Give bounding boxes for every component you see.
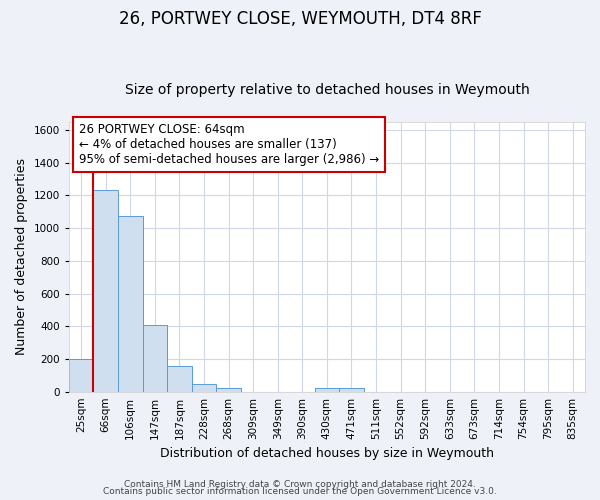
Text: 26, PORTWEY CLOSE, WEYMOUTH, DT4 8RF: 26, PORTWEY CLOSE, WEYMOUTH, DT4 8RF <box>119 10 481 28</box>
Y-axis label: Number of detached properties: Number of detached properties <box>15 158 28 355</box>
Bar <box>314 388 339 392</box>
Bar <box>143 324 167 392</box>
Bar <box>69 359 94 392</box>
Text: Contains public sector information licensed under the Open Government Licence v3: Contains public sector information licen… <box>103 487 497 496</box>
X-axis label: Distribution of detached houses by size in Weymouth: Distribution of detached houses by size … <box>160 447 494 460</box>
Bar <box>118 216 143 392</box>
Bar <box>217 388 241 392</box>
Text: 26 PORTWEY CLOSE: 64sqm
← 4% of detached houses are smaller (137)
95% of semi-de: 26 PORTWEY CLOSE: 64sqm ← 4% of detached… <box>79 123 379 166</box>
Bar <box>339 388 364 392</box>
Bar <box>192 384 217 392</box>
Bar <box>167 366 192 392</box>
Text: Contains HM Land Registry data © Crown copyright and database right 2024.: Contains HM Land Registry data © Crown c… <box>124 480 476 489</box>
Bar <box>94 190 118 392</box>
Title: Size of property relative to detached houses in Weymouth: Size of property relative to detached ho… <box>125 83 529 97</box>
